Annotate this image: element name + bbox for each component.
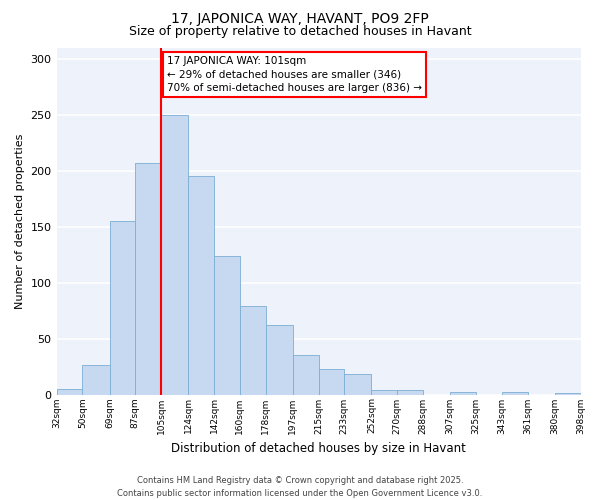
X-axis label: Distribution of detached houses by size in Havant: Distribution of detached houses by size …	[171, 442, 466, 455]
Bar	[344, 374, 371, 394]
Bar	[266, 325, 293, 394]
Bar	[240, 306, 266, 394]
Text: Contains HM Land Registry data © Crown copyright and database right 2025.
Contai: Contains HM Land Registry data © Crown c…	[118, 476, 482, 498]
Bar	[502, 392, 527, 394]
Bar	[110, 221, 135, 394]
Bar	[319, 369, 344, 394]
Bar	[135, 163, 161, 394]
Text: 17 JAPONICA WAY: 101sqm
← 29% of detached houses are smaller (346)
70% of semi-d: 17 JAPONICA WAY: 101sqm ← 29% of detache…	[167, 56, 422, 93]
Bar	[450, 392, 476, 394]
Bar	[82, 366, 110, 394]
Text: Size of property relative to detached houses in Havant: Size of property relative to detached ho…	[128, 25, 472, 38]
Bar	[188, 176, 214, 394]
Bar	[293, 356, 319, 395]
Bar	[56, 389, 82, 394]
Bar	[161, 114, 188, 394]
Bar	[214, 256, 240, 394]
Bar	[371, 390, 397, 394]
Text: 17, JAPONICA WAY, HAVANT, PO9 2FP: 17, JAPONICA WAY, HAVANT, PO9 2FP	[171, 12, 429, 26]
Bar	[397, 390, 423, 394]
Y-axis label: Number of detached properties: Number of detached properties	[15, 134, 25, 308]
